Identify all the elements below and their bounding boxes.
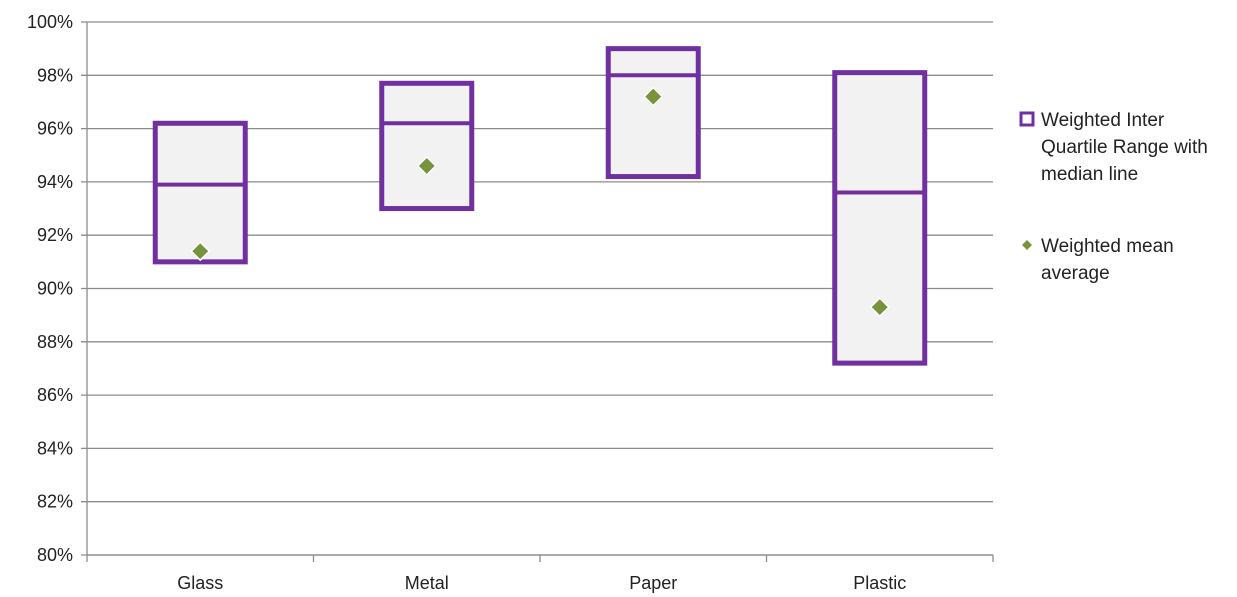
iqr-box xyxy=(605,46,701,180)
y-tick-label: 96% xyxy=(37,119,73,139)
legend-iqr-swatch xyxy=(1019,111,1035,127)
legend-mean-swatch xyxy=(1022,240,1032,250)
mean-marker xyxy=(643,86,664,107)
y-tick-label: 80% xyxy=(37,545,73,565)
y-tick-label: 100% xyxy=(27,12,73,32)
legend-label-iqr: Weighted Inter xyxy=(1041,110,1165,131)
iqr-box xyxy=(152,120,248,265)
y-tick-label: 98% xyxy=(37,65,73,85)
axis-layer: 80% 82% 84% 86% 88% 90% 92% 94% 96% 98% 100% Glass M… xyxy=(27,12,994,593)
legend: Weighted Inter Quartile Range with median … xyxy=(1019,110,1208,284)
legend-label-iqr: Quartile Range with xyxy=(1041,137,1208,158)
iqr-box xyxy=(832,70,928,366)
y-tick-label: 90% xyxy=(37,279,73,299)
legend-label-mean: average xyxy=(1041,263,1110,284)
x-tick-label: Plastic xyxy=(853,573,906,593)
marker-layer xyxy=(190,86,890,318)
x-tick-label: Glass xyxy=(177,573,223,593)
mean-marker xyxy=(190,241,211,262)
y-tick-label: 94% xyxy=(37,172,73,192)
y-tick-label: 92% xyxy=(37,225,73,245)
legend-label-mean: Weighted mean xyxy=(1041,236,1174,257)
x-tick-label: Paper xyxy=(629,573,677,593)
y-tick-label: 86% xyxy=(37,385,73,405)
y-tick-label: 88% xyxy=(37,332,73,352)
mean-marker xyxy=(416,155,437,176)
box-layer xyxy=(152,46,928,366)
iqr-box xyxy=(379,80,475,212)
mean-marker xyxy=(869,297,890,318)
y-tick-label: 82% xyxy=(37,492,73,512)
legend-label-iqr: median line xyxy=(1041,164,1138,185)
x-tick-label: Metal xyxy=(405,573,449,593)
y-tick-label: 84% xyxy=(37,438,73,458)
